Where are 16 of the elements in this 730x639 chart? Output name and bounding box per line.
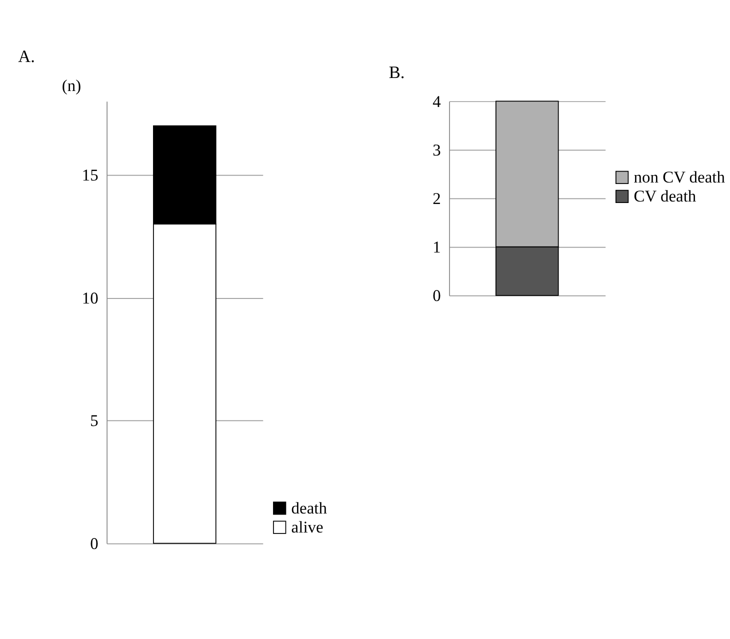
legend-label: CV death [634,186,697,206]
legend-label: non CV death [634,168,726,187]
y-tick-label: 0 [432,286,441,306]
y-tick-label: 5 [90,411,98,430]
y-tick-label: 2 [432,188,441,208]
y-tick-label: 10 [82,288,98,308]
y-tick-label: 0 [90,534,98,553]
y-tick-label: 4 [432,92,441,111]
y-tick-label: 15 [82,166,98,185]
legend-label: death [291,498,328,518]
y-axis-title: (n) [62,76,82,96]
legend-label: alive [291,518,324,537]
chart-title: B. [388,62,405,82]
y-tick-label: 3 [432,140,441,160]
y-tick-label: 1 [432,237,441,256]
chart-title: A. [18,47,35,66]
